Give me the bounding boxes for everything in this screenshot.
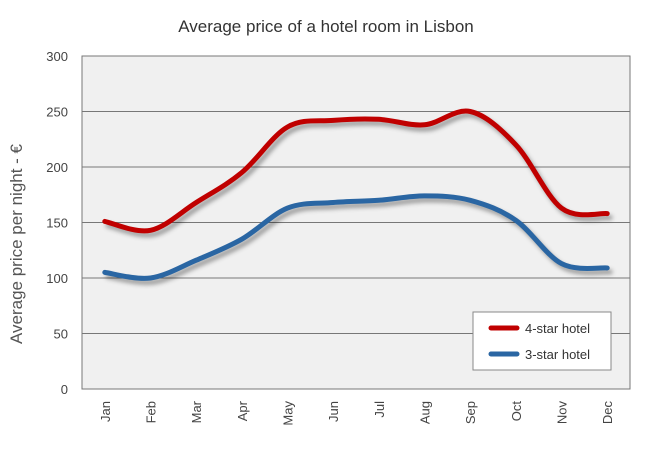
x-axis-ticks: Jan Feb Mar Apr May Jun Jul Aug Sep Oct Nov Dec	[98, 400, 615, 425]
y-axis-ticks: 0 50 100 150 200 250 300	[46, 49, 68, 397]
data-point	[331, 118, 336, 123]
series-line-1	[102, 108, 610, 234]
legend-label: 4-star hotel	[525, 321, 590, 336]
data-point	[559, 206, 564, 211]
data-point	[605, 266, 610, 271]
data-point	[605, 211, 610, 216]
y-tick-label: 50	[54, 327, 68, 342]
data-point	[468, 198, 473, 203]
data-point	[194, 200, 199, 205]
x-tick-label: Aug	[418, 401, 433, 424]
data-point	[559, 261, 564, 266]
x-tick-label: Jun	[326, 401, 341, 422]
series-line-2	[102, 193, 610, 281]
x-tick-label: Apr	[235, 400, 250, 421]
data-point	[422, 193, 427, 198]
data-point	[331, 200, 336, 205]
data-point	[102, 219, 107, 224]
legend: 4-star hotel 3-star hotel	[472, 311, 612, 371]
legend-box	[472, 311, 612, 371]
data-point	[513, 218, 518, 223]
y-tick-label: 0	[61, 382, 68, 397]
x-tick-label: Feb	[144, 401, 159, 423]
legend-label: 3-star hotel	[525, 347, 590, 362]
x-tick-label: Nov	[555, 401, 570, 425]
y-tick-label: 300	[46, 49, 68, 64]
data-point	[194, 258, 199, 263]
data-point	[468, 109, 473, 114]
x-tick-label: Sep	[463, 401, 478, 424]
x-tick-label: Mar	[189, 400, 204, 423]
x-tick-label: Dec	[600, 401, 615, 425]
y-tick-label: 200	[46, 160, 68, 175]
chart-title: Average price of a hotel room in Lisbon	[178, 17, 473, 36]
data-point	[376, 117, 381, 122]
y-tick-label: 250	[46, 105, 68, 120]
data-point	[285, 125, 290, 130]
y-tick-label: 150	[46, 216, 68, 231]
data-point	[239, 237, 244, 242]
series-lines	[102, 108, 613, 285]
x-tick-label: Oct	[509, 401, 524, 422]
data-point	[285, 206, 290, 211]
data-point	[376, 198, 381, 203]
data-point	[239, 170, 244, 175]
data-point	[513, 142, 518, 147]
data-point	[148, 276, 153, 281]
x-tick-label: Jan	[98, 401, 113, 422]
x-tick-label: Jul	[372, 401, 387, 418]
y-axis-label: Average price per night - €	[7, 143, 26, 344]
data-point	[148, 228, 153, 233]
data-point	[422, 122, 427, 127]
data-point	[102, 270, 107, 275]
x-tick-label: May	[281, 401, 296, 426]
y-tick-label: 100	[46, 271, 68, 286]
